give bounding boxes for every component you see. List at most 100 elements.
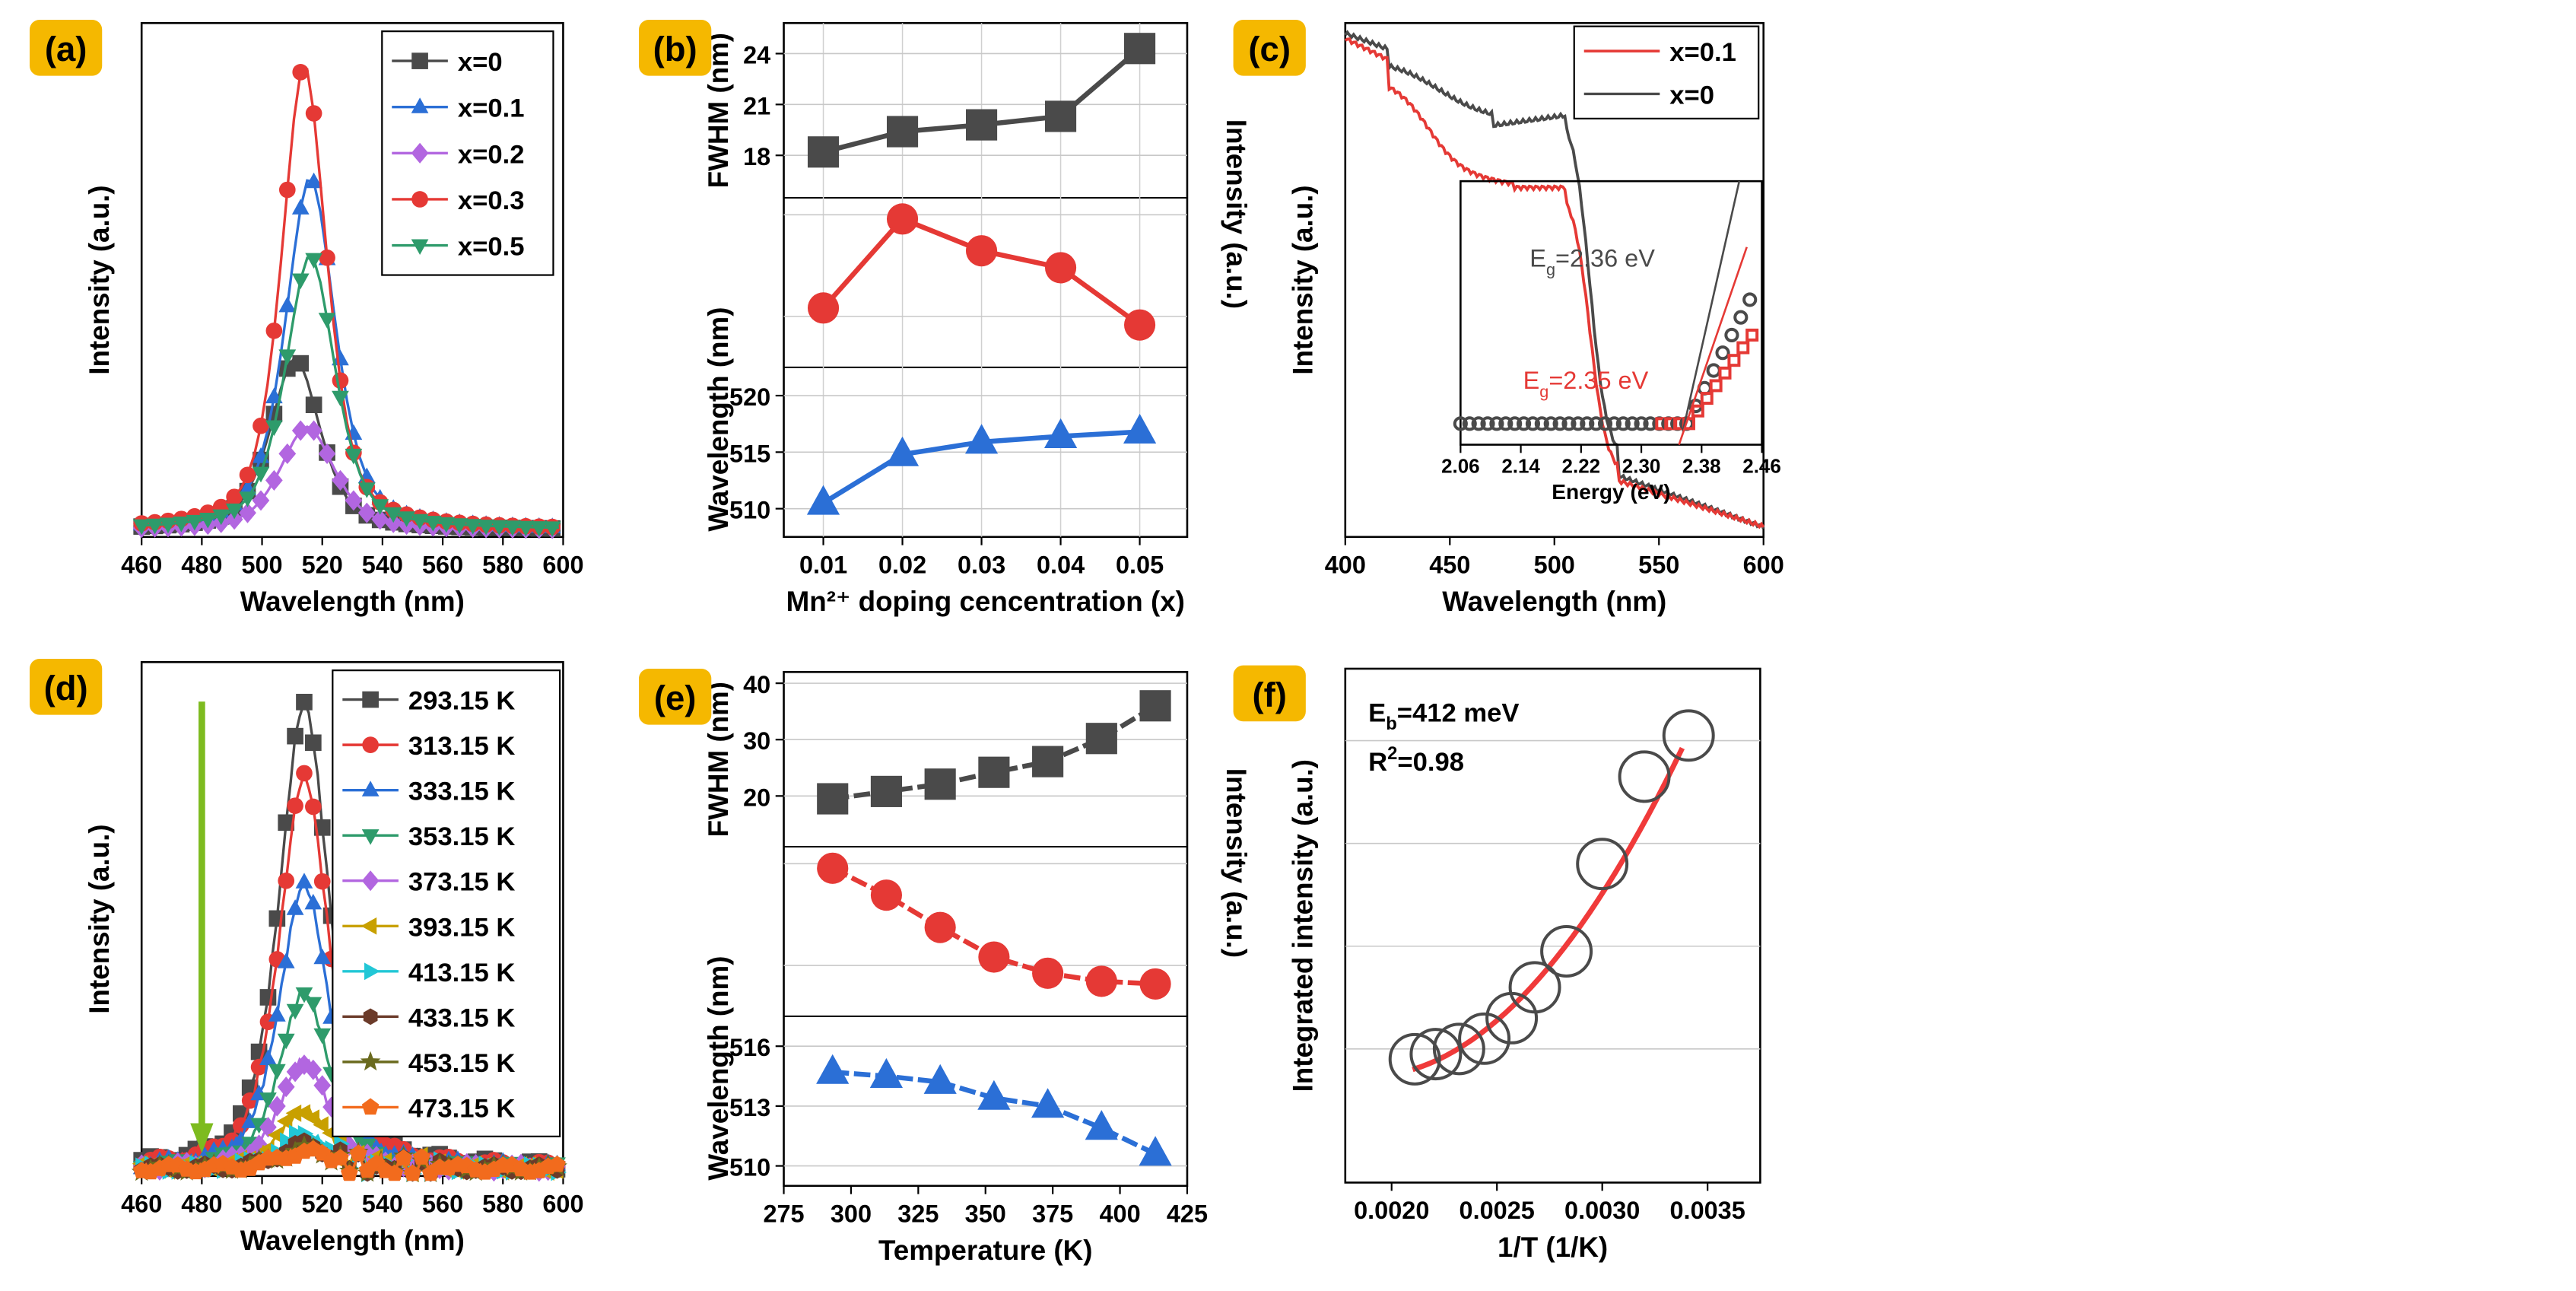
y-tick-label: 40 — [743, 671, 770, 698]
trend-marker — [870, 879, 903, 911]
inset-marker — [1589, 416, 1604, 431]
x-axis-label: Wavelength (nm) — [1442, 586, 1666, 617]
series-marker — [398, 511, 415, 527]
inset-marker — [1516, 416, 1532, 431]
x-tick-label: 375 — [1032, 1200, 1073, 1227]
trend-marker — [807, 292, 840, 324]
scatter-point — [1458, 1012, 1511, 1065]
panel-label-bg-5 — [1233, 665, 1306, 722]
plot-frame — [783, 22, 1189, 539]
series-marker — [464, 519, 481, 535]
series-marker — [186, 514, 204, 531]
x-tick-label: 450 — [1429, 551, 1470, 578]
inset-marker — [1700, 392, 1714, 405]
legend-marker — [363, 1008, 378, 1025]
legend-marker — [411, 52, 428, 69]
series-marker — [291, 420, 310, 441]
series-marker — [276, 1112, 293, 1130]
series-marker — [332, 372, 349, 390]
series-marker — [132, 519, 151, 536]
series-marker — [371, 499, 389, 515]
x-axis-label: Wavelength (nm) — [240, 586, 465, 617]
series-marker — [318, 313, 336, 329]
panel-label-bg-2 — [1233, 19, 1306, 76]
legend-marker — [411, 142, 429, 164]
inset-marker — [1606, 416, 1622, 431]
y-tick-label: 24 — [743, 41, 770, 68]
panel-label-bg-3 — [29, 659, 103, 715]
series-marker — [267, 1126, 284, 1144]
series-marker — [303, 1109, 319, 1127]
trend-marker — [1123, 33, 1156, 65]
legend-label: x=0.1 — [1669, 38, 1736, 67]
inset-marker — [1718, 366, 1732, 380]
series-marker — [305, 253, 322, 269]
inset-marker — [1489, 416, 1504, 431]
trend-marker — [817, 783, 849, 815]
series-marker — [291, 199, 310, 215]
x-tick-label: 600 — [542, 1190, 583, 1217]
x-axis-label: Mn²⁺ doping cencentration (x) — [786, 586, 1185, 617]
x-tick-label: 275 — [763, 1200, 804, 1227]
x-tick-label: 425 — [1167, 1200, 1208, 1227]
inset-marker — [1615, 416, 1631, 431]
trend-marker — [817, 852, 849, 884]
x-tick-label: 480 — [181, 551, 222, 578]
x-tick-label: 0.0020 — [1354, 1197, 1429, 1224]
legend-label: x=0 — [458, 48, 503, 77]
legend-label: 333.15 K — [408, 777, 516, 806]
series-marker — [295, 873, 313, 889]
trend-marker — [1085, 723, 1117, 755]
inset: 2.06 2.14 2.22 2.30 2.38 2.46 Energy (eV) Eg=2.… — [1441, 180, 1781, 504]
y-axis-label-intensity: Intensity (a.u.) — [1221, 768, 1252, 958]
series-marker — [278, 443, 297, 464]
trend-marker — [869, 1057, 903, 1088]
series-marker — [287, 797, 303, 814]
panel-label-bg-4 — [639, 668, 712, 725]
series-marker — [292, 355, 310, 372]
series-marker — [265, 322, 283, 339]
inset-x-tick-label: 2.06 — [1441, 454, 1480, 477]
trend-marker — [965, 109, 998, 141]
panel-label-1: (b) — [653, 30, 697, 68]
inset-marker — [1525, 416, 1541, 431]
legend-marker — [361, 1098, 380, 1115]
trend-marker — [886, 436, 920, 466]
inset-marker — [1571, 416, 1586, 431]
series-marker — [305, 420, 322, 441]
trend-marker — [1139, 968, 1171, 1000]
series-marker — [259, 1049, 277, 1065]
x-tick-label: 0.05 — [1116, 551, 1164, 578]
series-marker — [278, 349, 297, 365]
inset-annotation: Eg=2.36 eV — [1529, 245, 1655, 279]
inset-marker — [1597, 416, 1613, 431]
trend-marker — [806, 485, 840, 515]
inset-frame — [1460, 180, 1763, 446]
series-marker — [404, 1164, 421, 1181]
panel-label-4: (e) — [654, 679, 697, 717]
inset-marker — [1453, 416, 1468, 431]
trend-marker — [816, 1054, 850, 1084]
legend-marker — [361, 917, 377, 935]
series-marker — [296, 694, 313, 711]
series-marker — [332, 469, 349, 491]
trend-marker — [1032, 957, 1064, 989]
x-tick-label: 0.0025 — [1460, 1197, 1535, 1224]
x-tick-label: 540 — [362, 551, 403, 578]
inset-marker — [1736, 341, 1750, 355]
y-tick-label: 510 — [729, 1154, 770, 1181]
series-marker — [313, 1075, 332, 1096]
series-marker — [304, 1059, 322, 1080]
fit-curve — [1412, 746, 1685, 1073]
trend-marker — [978, 756, 1010, 788]
series-marker — [259, 1092, 277, 1108]
series-marker — [239, 491, 256, 507]
series-marker — [450, 518, 469, 534]
y-tick-label: 30 — [743, 727, 770, 755]
series-marker — [250, 1118, 268, 1134]
series-marker — [146, 518, 164, 535]
y-axis-label-wavelength: Wavelength (nm) — [703, 956, 734, 1181]
series-marker — [341, 1164, 358, 1181]
series-marker — [345, 490, 363, 511]
inset-fit-line — [1678, 246, 1748, 445]
